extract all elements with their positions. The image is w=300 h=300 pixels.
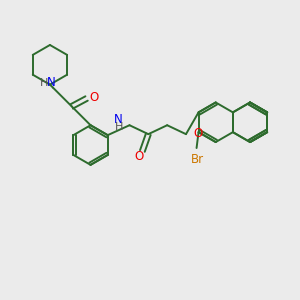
Text: H: H [40,78,48,88]
Text: N: N [46,76,55,89]
Text: H: H [114,122,123,132]
Text: O: O [135,150,144,164]
Text: O: O [90,91,99,104]
Text: O: O [193,127,202,140]
Text: N: N [114,113,123,126]
Text: Br: Br [191,153,204,166]
